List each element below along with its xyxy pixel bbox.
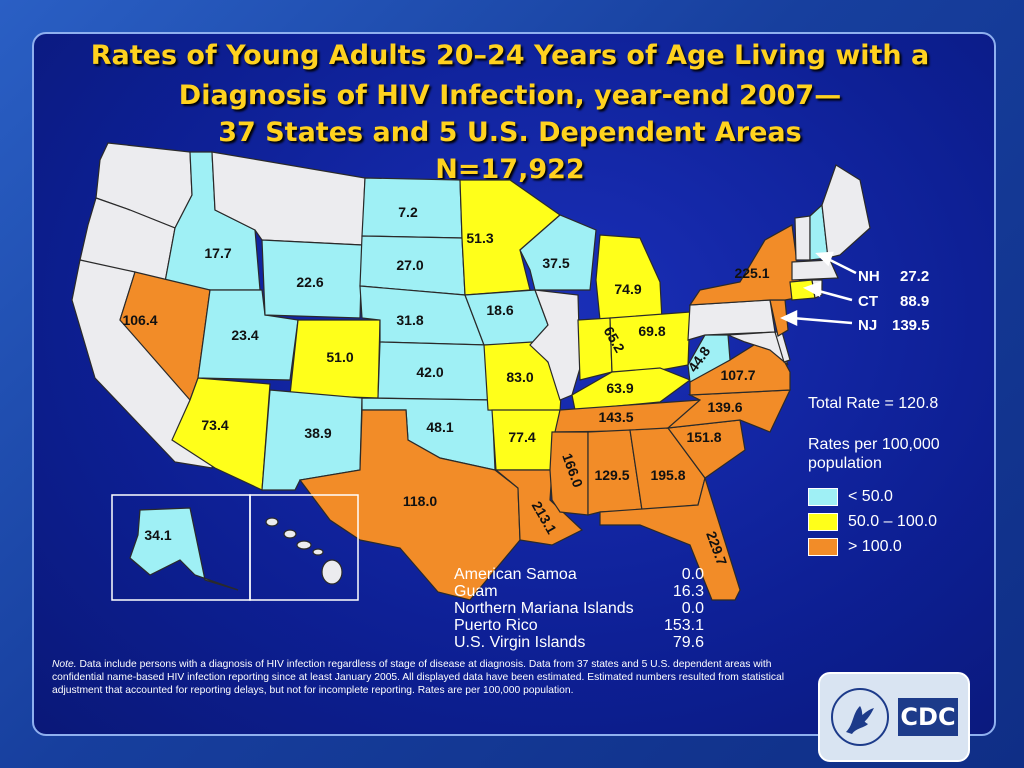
territory-value: 153.1: [664, 617, 704, 634]
label-id: 17.7: [204, 245, 231, 261]
cdc-logo: CDC: [818, 672, 970, 762]
label-sc: 151.8: [686, 429, 721, 445]
state-ma: [792, 260, 838, 280]
label-ut: 23.4: [231, 327, 258, 343]
callout-nj-rate: 139.5: [892, 317, 930, 334]
callout-nh-rate: 27.2: [900, 268, 929, 285]
territory-value: 0.0: [682, 600, 704, 617]
state-vt: [795, 216, 810, 260]
label-ne: 31.8: [396, 312, 423, 328]
cdc-logo-text: CDC: [898, 698, 958, 736]
label-al: 129.5: [594, 467, 629, 483]
label-sd: 27.0: [396, 257, 423, 273]
territory-row: Puerto Rico 153.1: [454, 617, 704, 634]
rate-note-line2: population: [808, 455, 882, 473]
legend-item-mid: 50.0 – 100.0: [808, 513, 937, 531]
hawaii-island-2: [284, 530, 296, 538]
label-tn: 143.5: [598, 409, 633, 425]
state-ak: [130, 508, 238, 590]
label-ar: 77.4: [508, 429, 535, 445]
state-hi: [266, 518, 342, 584]
territory-name: Northern Mariana Islands: [454, 600, 634, 617]
label-az: 73.4: [201, 417, 228, 433]
legend-swatch-low: [808, 488, 838, 506]
arrow-nj: [792, 318, 852, 323]
hawaii-island-5: [322, 560, 342, 584]
label-va: 107.7: [720, 367, 755, 383]
label-ak: 34.1: [144, 527, 171, 543]
label-ia: 18.6: [486, 302, 513, 318]
label-oh: 69.8: [638, 323, 665, 339]
territory-name: U.S. Virgin Islands: [454, 634, 585, 651]
label-nv: 106.4: [122, 312, 157, 328]
legend-item-high: > 100.0: [808, 538, 902, 556]
label-co: 51.0: [326, 349, 353, 365]
footnote-text: Data include persons with a diagnosis of…: [52, 659, 784, 696]
label-nc: 139.6: [707, 399, 742, 415]
legend-label-high: > 100.0: [848, 538, 902, 556]
label-mo: 83.0: [506, 369, 533, 385]
territory-row: American Samoa 0.0: [454, 566, 704, 583]
label-ok: 48.1: [426, 419, 453, 435]
callout-nj-state: NJ: [858, 317, 877, 334]
territory-name: American Samoa: [454, 566, 577, 583]
hawaii-island-3: [297, 541, 311, 549]
footnote: Note. Data include persons with a diagno…: [52, 658, 792, 697]
territory-row: Northern Mariana Islands 0.0: [454, 600, 704, 617]
hawaii-island-1: [266, 518, 278, 526]
territory-value: 0.0: [682, 566, 704, 583]
territory-name: Puerto Rico: [454, 617, 538, 634]
rate-note-line1: Rates per 100,000: [808, 436, 940, 454]
label-nd: 7.2: [398, 204, 418, 220]
territory-value: 16.3: [673, 583, 704, 600]
hhs-seal-icon: [830, 684, 890, 750]
state-me: [822, 165, 870, 258]
label-nm: 38.9: [304, 425, 331, 441]
callout-ct-state: CT: [858, 293, 878, 310]
callout-nh-state: NH: [858, 268, 880, 285]
hawaii-island-4: [313, 549, 323, 555]
label-mi: 74.9: [614, 281, 641, 297]
us-map: 17.7 106.4 23.4 73.4 22.6 51.0 38.9 7.2 …: [0, 0, 1024, 768]
footnote-label: Note.: [52, 659, 77, 670]
label-ky: 63.9: [606, 380, 633, 396]
label-wy: 22.6: [296, 274, 323, 290]
label-ny: 225.1: [734, 265, 769, 281]
territory-value: 79.6: [673, 634, 704, 651]
callout-ct-rate: 88.9: [900, 293, 929, 310]
label-mn: 51.3: [466, 230, 493, 246]
territory-name: Guam: [454, 583, 498, 600]
label-wi: 37.5: [542, 255, 569, 271]
legend-label-mid: 50.0 – 100.0: [848, 513, 937, 531]
total-rate: Total Rate = 120.8: [808, 395, 938, 413]
legend-item-low: < 50.0: [808, 488, 893, 506]
legend-swatch-mid: [808, 513, 838, 531]
territory-row: Guam 16.3: [454, 583, 704, 600]
legend-label-low: < 50.0: [848, 488, 893, 506]
state-mi: [596, 235, 662, 320]
label-ks: 42.0: [416, 364, 443, 380]
label-ga: 195.8: [650, 467, 685, 483]
label-tx: 118.0: [403, 493, 437, 509]
territory-row: U.S. Virgin Islands 79.6: [454, 634, 704, 651]
legend-swatch-high: [808, 538, 838, 556]
